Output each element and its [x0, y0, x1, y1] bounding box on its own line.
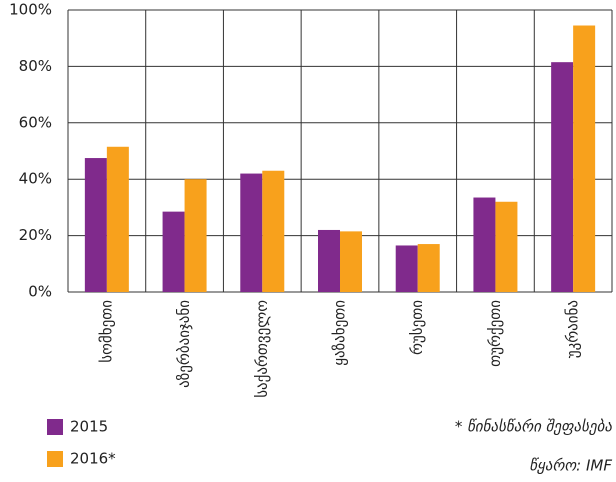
bar [84, 158, 107, 292]
bar [495, 201, 518, 292]
bar [318, 229, 340, 292]
x-tick-label: სომხეთი [97, 300, 115, 363]
x-tick-label: უკრაინა [564, 300, 582, 358]
bar [262, 170, 285, 292]
y-tick-label: 60% [19, 113, 52, 131]
annotation: * წინასწარი შეფასება [455, 418, 613, 436]
bar [162, 211, 185, 292]
x-tick-label: თურქეთი [486, 300, 504, 367]
bar [106, 146, 129, 292]
annotation: წყარო: IMF [529, 457, 612, 475]
bar [417, 244, 440, 292]
legend-swatch [47, 451, 63, 467]
legend-label: 2015 [70, 418, 108, 436]
bar [184, 179, 207, 292]
y-tick-label: 100% [9, 1, 52, 19]
legend-swatch [47, 419, 63, 435]
bar [395, 245, 418, 292]
y-tick-label: 20% [19, 226, 52, 244]
x-tick-label: ყაზახეთი [331, 300, 349, 366]
bar [340, 231, 362, 292]
bar [573, 25, 596, 292]
y-tick-label: 0% [28, 283, 52, 301]
legend-label: 2016* [70, 450, 116, 468]
bar [240, 173, 263, 292]
y-tick-label: 80% [19, 57, 52, 75]
y-tick-label: 40% [19, 170, 52, 188]
x-tick-label: საქართველო [253, 300, 271, 398]
bar [473, 197, 496, 292]
x-tick-label: რუსეთი [408, 300, 426, 355]
x-tick-label: აზერბაიჯანი [175, 300, 193, 388]
bar [551, 62, 574, 292]
